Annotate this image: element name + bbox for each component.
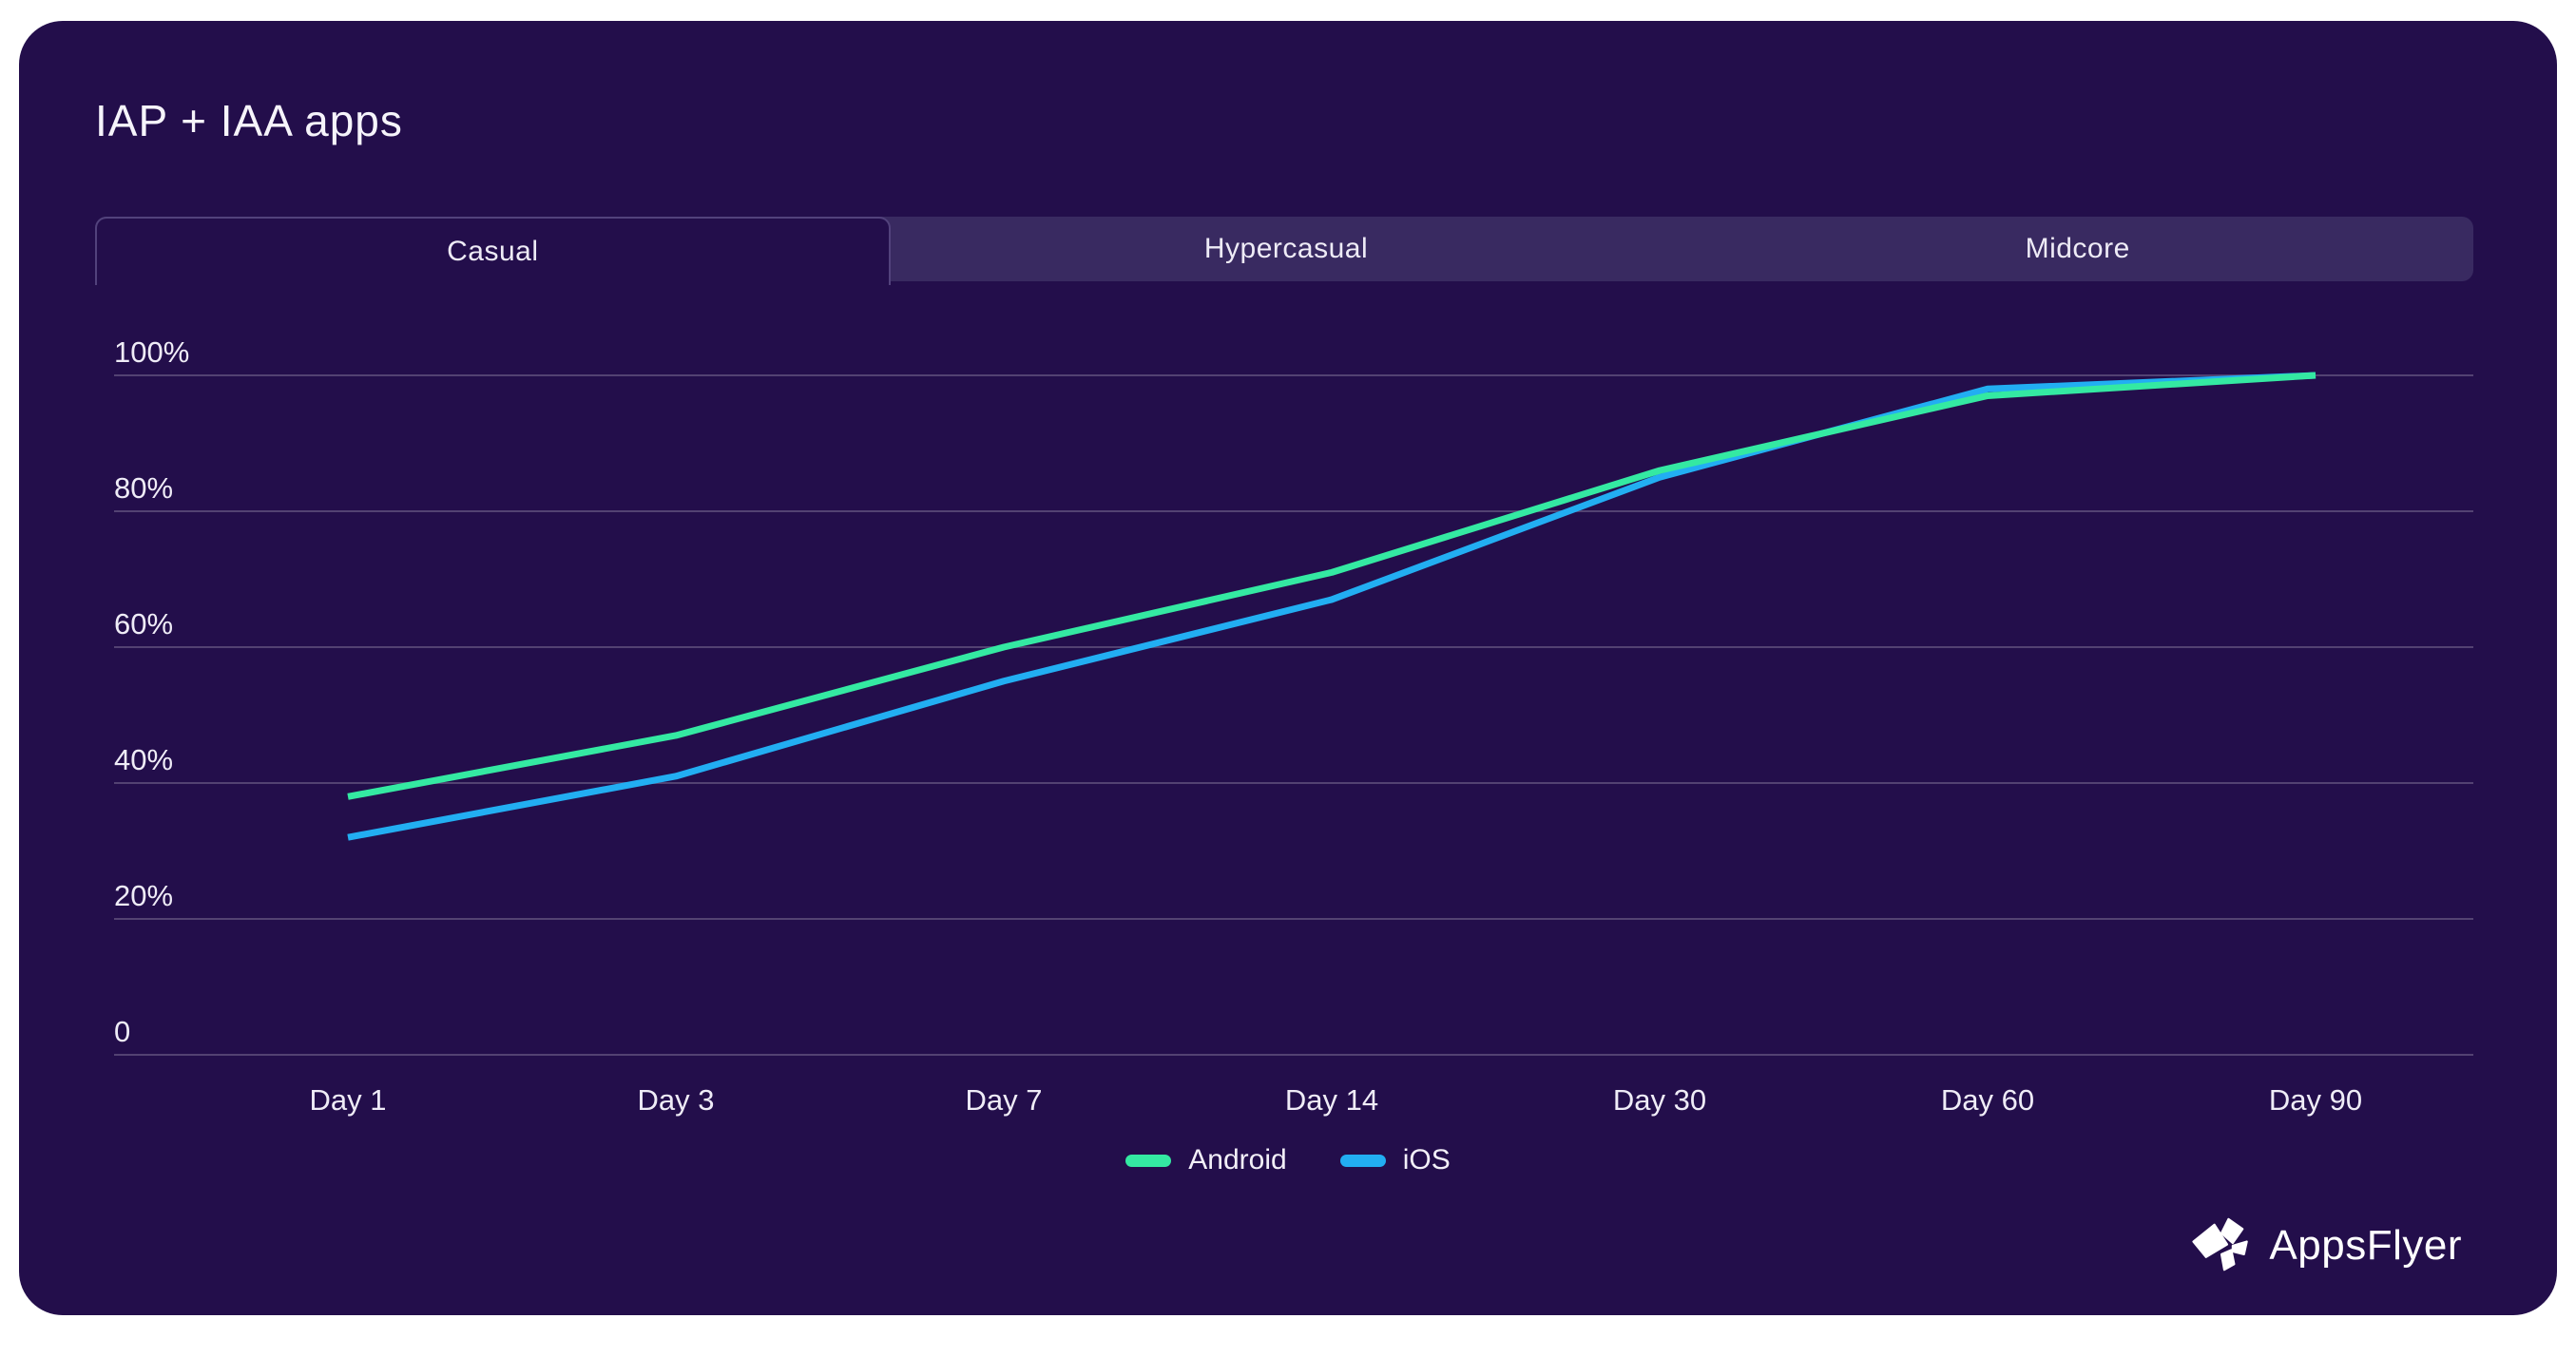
x-tick-label: Day 1 [310,1083,387,1117]
legend-label-ios: iOS [1403,1144,1451,1176]
y-tick-label: 80% [114,471,173,505]
y-axis-labels: 0 20% 40% 60% 80% 100% [114,335,189,1048]
logo-wordmark: AppsFlyer [2269,1222,2462,1270]
ios-line [348,375,2316,837]
legend-item-android[interactable]: Android [1125,1144,1286,1176]
y-tick-label: 40% [114,743,173,776]
x-tick-label: Day 3 [638,1083,715,1117]
x-tick-label: Day 60 [1941,1083,2034,1117]
ios-series-swatch [1340,1155,1386,1167]
legend-label-android: Android [1188,1144,1286,1176]
legend-item-ios[interactable]: iOS [1340,1144,1451,1176]
x-tick-label: Day 7 [966,1083,1043,1117]
y-tick-label: 100% [114,335,189,369]
appsflyer-pinwheel-icon [2189,1211,2259,1281]
y-tick-label: 60% [114,607,173,640]
android-series-swatch [1125,1155,1171,1167]
appsflyer-logo: AppsFlyer [2189,1211,2462,1281]
y-tick-label: 0 [114,1015,130,1048]
chart-card: IAP + IAA apps Casual Hypercasual Midcor… [19,21,2557,1315]
chart-legend: Android iOS [19,1144,2557,1176]
x-tick-label: Day 90 [2269,1083,2362,1117]
y-tick-label: 20% [114,879,173,912]
chart-gridlines [114,375,2473,1055]
android-line [348,375,2316,796]
x-tick-label: Day 14 [1285,1083,1378,1117]
x-axis-labels: Day 1 Day 3 Day 7 Day 14 Day 30 Day 60 Day 90 [310,1083,2363,1117]
x-tick-label: Day 30 [1613,1083,1706,1117]
